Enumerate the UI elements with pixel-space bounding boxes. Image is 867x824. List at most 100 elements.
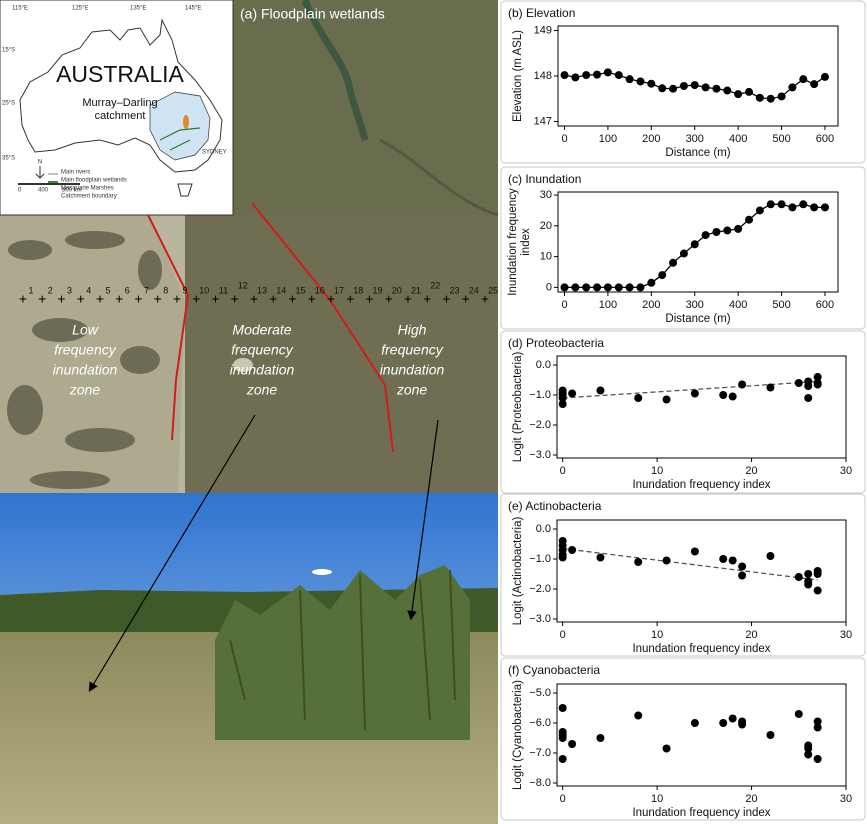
panel-frame (500, 166, 866, 330)
transect-marker: + (173, 291, 181, 307)
transect-label: 24 (469, 285, 479, 295)
data-point (625, 75, 634, 84)
x-tick-label: 20 (745, 793, 757, 805)
data-point (582, 283, 591, 292)
y-axis-label: Logit (Cyanobacteria) (512, 680, 524, 790)
legend-entry: Macquarie Marshes (61, 186, 114, 192)
transect-marker: + (288, 291, 296, 307)
data-point (568, 389, 577, 398)
data-point (766, 552, 775, 560)
longitude-label: 125°E (72, 6, 88, 12)
y-tick-label: −5.0 (529, 687, 551, 699)
transect-label: 11 (219, 285, 228, 295)
data-point (745, 87, 754, 96)
data-point (777, 200, 786, 209)
data-point (738, 380, 747, 389)
data-point (738, 720, 747, 729)
y-tick-label: 0.0 (536, 359, 551, 371)
data-point (560, 71, 569, 80)
data-point (766, 94, 775, 103)
transect-marker: + (134, 291, 142, 307)
x-axis-label: Distance (m) (665, 147, 730, 159)
transect-label: 8 (163, 285, 168, 295)
y-axis-label: Inundation frequency (507, 188, 519, 296)
data-point (669, 84, 678, 93)
data-point (679, 249, 688, 258)
x-tick-label: 0 (561, 133, 567, 145)
panel-frame (500, 330, 866, 494)
transect-marker: + (442, 291, 450, 307)
data-point (799, 75, 808, 84)
y-tick-label: 148 (534, 70, 552, 82)
y-axis-label: Logit (Actinobacteria) (512, 516, 524, 625)
longitude-label: 135°E (130, 6, 146, 12)
transect-marker: + (115, 291, 123, 307)
data-point (813, 755, 822, 763)
y-tick-label: −2.0 (529, 419, 551, 431)
data-point (662, 395, 671, 404)
scale-label: 0 (18, 188, 22, 194)
data-point (738, 562, 747, 571)
zone-label: inundation (230, 362, 295, 378)
transect-marker: + (154, 291, 162, 307)
x-axis-label: Inundation frequency index (632, 643, 770, 655)
data-point (647, 278, 656, 287)
x-tick-label: 600 (816, 299, 834, 311)
x-tick-label: 500 (772, 133, 790, 145)
data-point (690, 389, 699, 398)
y-tick-label: −8.0 (529, 777, 551, 789)
data-point (636, 283, 645, 292)
transect-label: 25 (488, 285, 498, 295)
x-tick-label: 0 (560, 465, 566, 477)
data-point (723, 226, 732, 235)
data-point (571, 73, 580, 82)
ground-photo (0, 493, 498, 824)
y-tick-label: 30 (540, 189, 552, 201)
north-label: N (38, 160, 42, 166)
x-tick-label: 20 (745, 465, 757, 477)
plot-area (556, 355, 847, 459)
transect-marker: + (423, 291, 431, 307)
data-point (766, 200, 775, 209)
panel-frame (500, 493, 866, 657)
transect-label: 4 (86, 285, 91, 295)
data-point (804, 744, 813, 753)
data-point (634, 394, 643, 402)
data-point (723, 86, 732, 95)
x-tick-label: 200 (642, 299, 660, 311)
transect-label: 12 (238, 280, 248, 290)
data-point (728, 556, 737, 565)
panel-frame (500, 657, 866, 821)
y-axis-label: Logit (Proteobacteria) (512, 352, 524, 463)
data-point (813, 586, 822, 595)
transect-marker: + (57, 291, 65, 307)
data-point (810, 203, 819, 212)
zone-label: inundation (53, 362, 118, 378)
transect-label: 10 (199, 285, 209, 295)
transect-marker: + (308, 291, 316, 307)
transect-marker: + (19, 291, 27, 307)
data-point (813, 717, 822, 726)
x-tick-label: 100 (599, 299, 617, 311)
data-point (701, 231, 710, 240)
data-point (568, 740, 577, 748)
data-point (568, 546, 577, 554)
transect-label: 5 (105, 285, 110, 295)
data-point (690, 81, 699, 90)
data-point (603, 283, 612, 292)
chart-title: (c) Inundation (508, 172, 581, 186)
transect-label: 3 (67, 285, 72, 295)
y-tick-label: −2.0 (529, 583, 551, 595)
y-tick-label: 147 (534, 115, 552, 127)
data-point (558, 704, 567, 712)
transect-label: 6 (125, 285, 130, 295)
y-axis-label: Elevation (m ASL) (512, 30, 524, 122)
zone-label: frequency (381, 342, 443, 358)
y-tick-label: −3.0 (529, 449, 551, 461)
aerial-photo (0, 0, 499, 493)
city-label: SYDNEY (202, 150, 227, 156)
data-point (593, 283, 602, 292)
x-tick-label: 0 (560, 793, 566, 805)
transect-label: 2 (48, 285, 53, 295)
x-axis-label: Inundation frequency index (632, 807, 770, 819)
